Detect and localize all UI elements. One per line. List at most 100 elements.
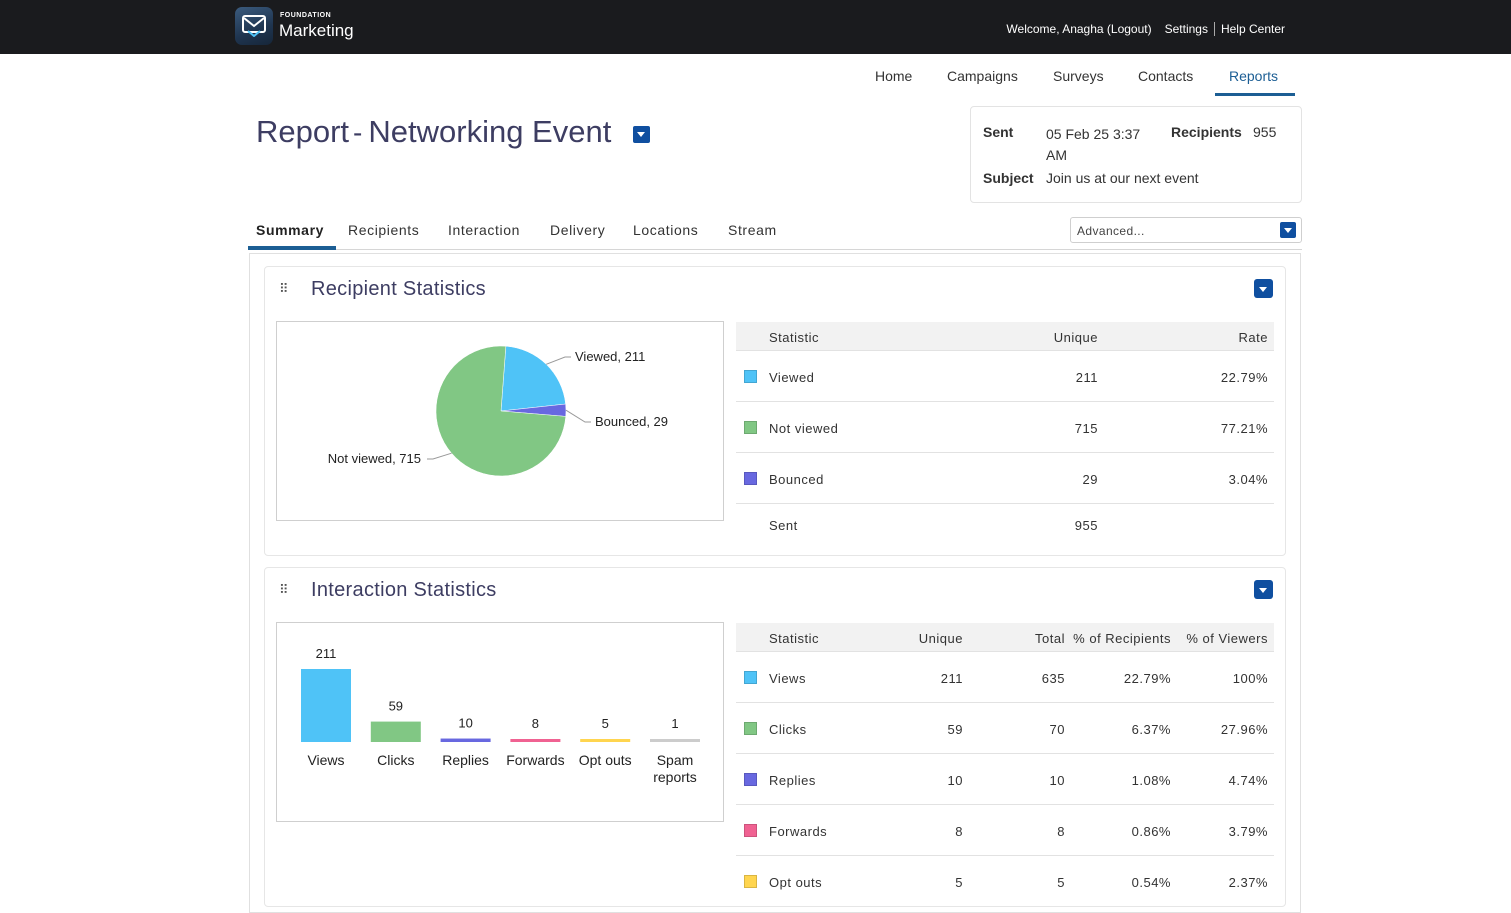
nav-reports[interactable]: Reports xyxy=(1229,68,1279,84)
row-unique: 29 xyxy=(1082,472,1098,487)
main-nav: Home Campaigns Surveys Contacts Reports xyxy=(0,54,1511,96)
recipient-pie-chart: Viewed, 211 Bounced, 29 Not viewed, 715 xyxy=(276,321,724,521)
row-label: Viewed xyxy=(769,370,815,385)
recipients-label: Recipients xyxy=(1171,124,1242,140)
row-total: 5 xyxy=(1057,875,1065,890)
panel-menu-button[interactable] xyxy=(1254,279,1273,298)
pie-slice-not-viewed[interactable] xyxy=(435,345,567,477)
tab-delivery[interactable]: Delivery xyxy=(550,222,606,238)
header-statistic: Statistic xyxy=(769,631,820,646)
bar-views[interactable] xyxy=(301,669,351,742)
row-unique: 10 xyxy=(947,773,963,788)
nav-home[interactable]: Home xyxy=(875,68,913,84)
bar-category-label: Opt outs xyxy=(579,752,632,768)
table-row: Forwards 8 8 0.86% 3.79% xyxy=(736,804,1274,855)
nav-active-indicator xyxy=(1215,93,1295,96)
pie-slice-viewed[interactable] xyxy=(500,345,566,412)
recipient-statistics-panel: ⠿ Recipient Statistics Viewed, 211 Bounce… xyxy=(264,266,1286,556)
title-prefix: Report xyxy=(256,114,350,149)
bar-value-label: 8 xyxy=(532,716,539,731)
header-unique: Unique xyxy=(918,631,963,646)
row-pct-recipients: 1.08% xyxy=(1131,773,1171,788)
table-row: Sent 955 xyxy=(736,503,1274,545)
bar-category-label: Forwards xyxy=(506,752,564,768)
drag-handle-icon[interactable]: ⠿ xyxy=(279,281,288,296)
help-center-link[interactable]: Help Center xyxy=(1220,22,1285,36)
bounced-swatch xyxy=(744,472,757,485)
table-row: Replies 10 10 1.08% 4.74% xyxy=(736,753,1274,804)
table-row: Bounced 29 3.04% xyxy=(736,452,1274,503)
row-rate: 77.21% xyxy=(1220,421,1268,436)
bar-forwards[interactable] xyxy=(510,739,561,742)
app-logo-icon[interactable] xyxy=(235,7,273,45)
header-pct-recipients: % of Recipients xyxy=(1073,631,1171,646)
nav-contacts[interactable]: Contacts xyxy=(1138,68,1194,84)
chevron-down-icon xyxy=(1259,286,1267,292)
row-total: 70 xyxy=(1049,722,1065,737)
table-row: Clicks 59 70 6.37% 27.96% xyxy=(736,702,1274,753)
tabs-divider xyxy=(248,249,1302,250)
row-label: Sent xyxy=(769,518,798,533)
tab-interaction[interactable]: Interaction xyxy=(448,222,520,238)
sent-value: 05 Feb 25 3:37 AM xyxy=(1046,126,1141,163)
bar-category-label: Replies xyxy=(442,752,489,768)
row-rate: 3.04% xyxy=(1228,472,1268,487)
header-pct-viewers: % of Viewers xyxy=(1186,631,1268,646)
panel-title: Interaction Statistics xyxy=(311,579,497,601)
bar-value-label: 10 xyxy=(458,716,472,731)
nav-surveys[interactable]: Surveys xyxy=(1053,68,1104,84)
bar-opt-outs[interactable] xyxy=(580,739,631,742)
header-rate: Rate xyxy=(1238,330,1268,345)
tab-stream[interactable]: Stream xyxy=(728,222,777,238)
header-statistic: Statistic xyxy=(769,330,820,345)
panel-menu-button[interactable] xyxy=(1254,580,1273,599)
row-unique: 211 xyxy=(1075,370,1098,385)
row-swatch xyxy=(744,824,757,837)
bar-clicks[interactable] xyxy=(370,721,421,742)
drag-handle-icon[interactable]: ⠿ xyxy=(279,582,288,597)
report-dropdown-button[interactable] xyxy=(633,126,650,143)
interaction-statistics-panel: ⠿ Interaction Statistics 211 Views 59 Click… xyxy=(264,567,1286,907)
row-rate: 22.79% xyxy=(1220,370,1268,385)
row-pct-recipients: 22.79% xyxy=(1123,671,1171,686)
welcome-logout-link[interactable]: Welcome, Anagha (Logout) xyxy=(1006,22,1152,36)
tab-summary[interactable]: Summary xyxy=(256,222,325,238)
bar-value-label: 211 xyxy=(316,646,337,661)
row-swatch xyxy=(744,773,757,786)
row-pct-viewers: 3.79% xyxy=(1228,824,1268,839)
pie-leader-line xyxy=(546,356,571,365)
row-label: Views xyxy=(769,671,806,686)
nav-campaigns[interactable]: Campaigns xyxy=(947,68,1018,84)
row-unique: 715 xyxy=(1074,421,1098,436)
advanced-select-button[interactable] xyxy=(1280,222,1296,238)
advanced-select[interactable]: Advanced... xyxy=(1070,217,1302,243)
row-pct-recipients: 6.37% xyxy=(1131,722,1171,737)
bar-spam-reports[interactable] xyxy=(650,739,700,742)
sent-label: Sent xyxy=(983,124,1014,140)
tab-locations[interactable]: Locations xyxy=(633,222,699,238)
table-row: Opt outs 5 5 0.54% 2.37% xyxy=(736,855,1274,906)
bar-replies[interactable] xyxy=(440,738,491,742)
pie-chart-svg: Viewed, 211 Bounced, 29 Not viewed, 715 xyxy=(328,345,668,477)
row-label: Opt outs xyxy=(769,875,823,890)
active-tab-indicator xyxy=(248,246,336,250)
bar-category-label: Spam xyxy=(657,752,694,768)
divider xyxy=(1213,22,1215,36)
report-name: Networking Event xyxy=(368,114,612,149)
table-row: Viewed 211 22.79% xyxy=(736,350,1274,401)
row-unique: 5 xyxy=(955,875,963,890)
bar-category-label: Views xyxy=(307,752,344,768)
row-label: Replies xyxy=(769,773,816,788)
pie-leader-line xyxy=(427,452,452,460)
viewed-swatch xyxy=(744,370,757,383)
row-unique: 211 xyxy=(940,671,963,686)
row-swatch xyxy=(744,875,757,888)
table-row: Views 211 635 22.79% 100% xyxy=(736,651,1274,702)
tab-recipients[interactable]: Recipients xyxy=(348,222,420,238)
row-unique: 955 xyxy=(1074,518,1098,533)
panel-title: Recipient Statistics xyxy=(311,278,486,300)
row-unique: 59 xyxy=(947,722,963,737)
subject-value: Join us at our next event xyxy=(1046,170,1199,186)
row-pct-recipients: 0.86% xyxy=(1131,824,1171,839)
settings-link[interactable]: Settings xyxy=(1164,22,1208,36)
